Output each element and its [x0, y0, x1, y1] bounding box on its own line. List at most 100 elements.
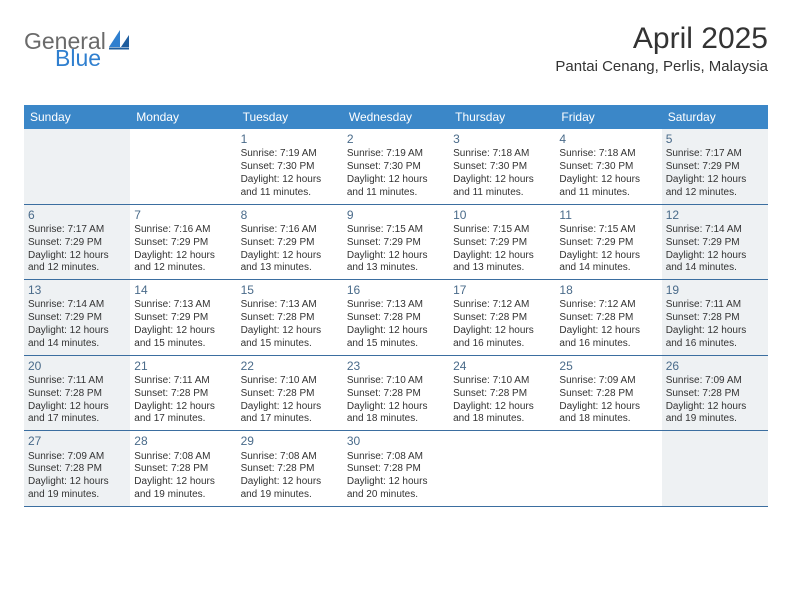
weekday-header-cell: Thursday [449, 105, 555, 129]
day-number: 2 [347, 132, 445, 147]
day-number: 18 [559, 283, 657, 298]
day-number: 12 [666, 208, 764, 223]
brand-part2-wrap: Blue [55, 45, 101, 72]
day-cell: 29Sunrise: 7:08 AMSunset: 7:28 PMDayligh… [237, 431, 343, 506]
day-info: Sunrise: 7:09 AMSunset: 7:28 PMDaylight:… [666, 375, 764, 426]
day-number: 22 [241, 359, 339, 374]
day-cell: 1Sunrise: 7:19 AMSunset: 7:30 PMDaylight… [237, 129, 343, 204]
weeks-container: 1Sunrise: 7:19 AMSunset: 7:30 PMDaylight… [24, 129, 768, 507]
day-number: 27 [28, 434, 126, 449]
day-info: Sunrise: 7:11 AMSunset: 7:28 PMDaylight:… [28, 375, 126, 426]
day-number: 4 [559, 132, 657, 147]
weekday-header-cell: Saturday [662, 105, 768, 129]
day-info: Sunrise: 7:15 AMSunset: 7:29 PMDaylight:… [347, 224, 445, 275]
day-cell: 27 Sunrise: 7:09 AMSunset: 7:28 PMDayligh… [24, 431, 130, 506]
day-info: Sunrise: 7:09 AMSunset: 7:28 PMDaylight:… [28, 451, 126, 502]
day-cell: 18Sunrise: 7:12 AMSunset: 7:28 PMDayligh… [555, 280, 661, 355]
day-number: 14 [134, 283, 232, 298]
day-cell: 26Sunrise: 7:09 AMSunset: 7:28 PMDayligh… [662, 356, 768, 431]
day-number: 6 [28, 208, 126, 223]
title-block: April 2025 Pantai Cenang, Perlis, Malays… [555, 22, 768, 75]
day-info: Sunrise: 7:14 AMSunset: 7:29 PMDaylight:… [28, 299, 126, 350]
day-number: 20 [28, 359, 126, 374]
day-number: 16 [347, 283, 445, 298]
day-number: 1 [241, 132, 339, 147]
day-info: Sunrise: 7:11 AMSunset: 7:28 PMDaylight:… [666, 299, 764, 350]
day-number: 29 [241, 434, 339, 449]
day-info: Sunrise: 7:12 AMSunset: 7:28 PMDaylight:… [559, 299, 657, 350]
day-cell: 10Sunrise: 7:15 AMSunset: 7:29 PMDayligh… [449, 205, 555, 280]
day-cell: 8Sunrise: 7:16 AMSunset: 7:29 PMDaylight… [237, 205, 343, 280]
day-number: 25 [559, 359, 657, 374]
brand-sail-icon [109, 30, 131, 55]
day-cell: 28 Sunrise: 7:08 AMSunset: 7:28 PMDayligh… [130, 431, 236, 506]
day-number: 5 [666, 132, 764, 147]
day-number: 8 [241, 208, 339, 223]
day-cell: 2Sunrise: 7:19 AMSunset: 7:30 PMDaylight… [343, 129, 449, 204]
day-info: Sunrise: 7:13 AMSunset: 7:28 PMDaylight:… [347, 299, 445, 350]
day-info: Sunrise: 7:10 AMSunset: 7:28 PMDaylight:… [347, 375, 445, 426]
weekday-header-row: SundayMondayTuesdayWednesdayThursdayFrid… [24, 105, 768, 129]
day-info: Sunrise: 7:17 AMSunset: 7:29 PMDaylight:… [666, 148, 764, 199]
day-number: 21 [134, 359, 232, 374]
location-text: Pantai Cenang, Perlis, Malaysia [555, 58, 768, 75]
week-row: 6Sunrise: 7:17 AMSunset: 7:29 PMDaylight… [24, 205, 768, 281]
weekday-header-cell: Sunday [24, 105, 130, 129]
day-number: 24 [453, 359, 551, 374]
day-cell: 9Sunrise: 7:15 AMSunset: 7:29 PMDaylight… [343, 205, 449, 280]
day-cell: 3Sunrise: 7:18 AMSunset: 7:30 PMDaylight… [449, 129, 555, 204]
day-cell: 5Sunrise: 7:17 AMSunset: 7:29 PMDaylight… [662, 129, 768, 204]
day-number: 7 [134, 208, 232, 223]
day-number: 30 [347, 434, 445, 449]
day-cell [130, 129, 236, 204]
day-cell: 4Sunrise: 7:18 AMSunset: 7:30 PMDaylight… [555, 129, 661, 204]
day-info: Sunrise: 7:10 AMSunset: 7:28 PMDaylight:… [453, 375, 551, 426]
day-info: Sunrise: 7:08 AMSunset: 7:28 PMDaylight:… [134, 451, 232, 502]
day-cell: 11Sunrise: 7:15 AMSunset: 7:29 PMDayligh… [555, 205, 661, 280]
brand-part2: Blue [55, 45, 101, 71]
day-info: Sunrise: 7:17 AMSunset: 7:29 PMDaylight:… [28, 224, 126, 275]
day-number: 17 [453, 283, 551, 298]
day-cell: 15Sunrise: 7:13 AMSunset: 7:28 PMDayligh… [237, 280, 343, 355]
day-cell: 16Sunrise: 7:13 AMSunset: 7:28 PMDayligh… [343, 280, 449, 355]
day-number: 10 [453, 208, 551, 223]
month-title: April 2025 [555, 22, 768, 56]
day-cell: 22Sunrise: 7:10 AMSunset: 7:28 PMDayligh… [237, 356, 343, 431]
day-number: 19 [666, 283, 764, 298]
day-number: 23 [347, 359, 445, 374]
day-info: Sunrise: 7:13 AMSunset: 7:28 PMDaylight:… [241, 299, 339, 350]
day-info: Sunrise: 7:18 AMSunset: 7:30 PMDaylight:… [559, 148, 657, 199]
day-number: 26 [666, 359, 764, 374]
calendar-grid: SundayMondayTuesdayWednesdayThursdayFrid… [24, 105, 768, 507]
day-cell: 30 Sunrise: 7:08 AMSunset: 7:28 PMDayligh… [343, 431, 449, 506]
day-info: Sunrise: 7:18 AMSunset: 7:30 PMDaylight:… [453, 148, 551, 199]
day-info: Sunrise: 7:08 AMSunset: 7:28 PMDaylight:… [347, 451, 445, 502]
day-cell: 14Sunrise: 7:13 AMSunset: 7:29 PMDayligh… [130, 280, 236, 355]
week-row: 13Sunrise: 7:14 AMSunset: 7:29 PMDayligh… [24, 280, 768, 356]
day-cell: 13Sunrise: 7:14 AMSunset: 7:29 PMDayligh… [24, 280, 130, 355]
day-cell [449, 431, 555, 506]
day-info: Sunrise: 7:09 AMSunset: 7:28 PMDaylight:… [559, 375, 657, 426]
day-cell: 19Sunrise: 7:11 AMSunset: 7:28 PMDayligh… [662, 280, 768, 355]
header-row: General April 2025 Pantai Cenang, Perlis… [24, 22, 768, 75]
day-info: Sunrise: 7:10 AMSunset: 7:28 PMDaylight:… [241, 375, 339, 426]
day-cell [662, 431, 768, 506]
day-number: 9 [347, 208, 445, 223]
day-info: Sunrise: 7:15 AMSunset: 7:29 PMDaylight:… [559, 224, 657, 275]
day-cell: 21Sunrise: 7:11 AMSunset: 7:28 PMDayligh… [130, 356, 236, 431]
day-cell: 12Sunrise: 7:14 AMSunset: 7:29 PMDayligh… [662, 205, 768, 280]
day-cell [24, 129, 130, 204]
weekday-header-cell: Tuesday [237, 105, 343, 129]
day-info: Sunrise: 7:11 AMSunset: 7:28 PMDaylight:… [134, 375, 232, 426]
day-cell: 20Sunrise: 7:11 AMSunset: 7:28 PMDayligh… [24, 356, 130, 431]
day-info: Sunrise: 7:15 AMSunset: 7:29 PMDaylight:… [453, 224, 551, 275]
day-number: 13 [28, 283, 126, 298]
day-info: Sunrise: 7:19 AMSunset: 7:30 PMDaylight:… [241, 148, 339, 199]
day-info: Sunrise: 7:13 AMSunset: 7:29 PMDaylight:… [134, 299, 232, 350]
weekday-header-cell: Monday [130, 105, 236, 129]
day-number: 15 [241, 283, 339, 298]
day-number: 28 [134, 434, 232, 449]
week-row: 27 Sunrise: 7:09 AMSunset: 7:28 PMDayligh… [24, 431, 768, 507]
day-cell: 25Sunrise: 7:09 AMSunset: 7:28 PMDayligh… [555, 356, 661, 431]
day-cell: 7Sunrise: 7:16 AMSunset: 7:29 PMDaylight… [130, 205, 236, 280]
